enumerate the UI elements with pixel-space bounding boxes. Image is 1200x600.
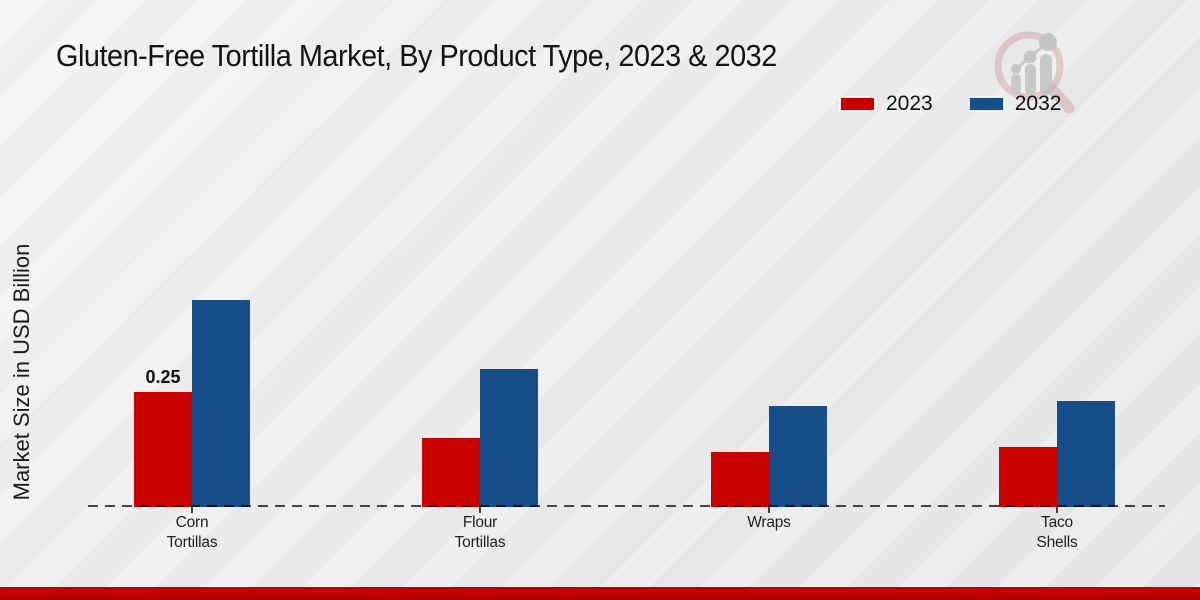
bar-2023-corn-tortillas [134, 392, 192, 507]
bar-2023-taco-shells [999, 447, 1057, 507]
bar-2032-flour-tortillas [480, 369, 538, 507]
legend: 2023 2032 [840, 92, 1061, 116]
x-axis-label-corn-tortillas: Corn Tortillas [166, 514, 218, 551]
footer-accent-bar [0, 587, 1200, 600]
chart-title: Gluten-Free Tortilla Market, By Product … [56, 38, 777, 73]
bar-2023-wraps [711, 452, 769, 507]
x-axis-tick-taco-shells [1056, 507, 1058, 513]
x-axis-tick-corn-tortillas [191, 507, 193, 513]
x-axis-label-wraps: Wraps [747, 514, 791, 531]
bar-2032-corn-tortillas [192, 300, 250, 507]
x-axis-label-flour-tortillas: Flour Tortillas [454, 514, 506, 551]
legend-label-2023: 2023 [886, 92, 933, 115]
legend-item-2023: 2023 [840, 92, 933, 116]
x-axis-baseline [88, 505, 1165, 507]
legend-item-2032: 2032 [968, 92, 1062, 116]
bar-2032-taco-shells [1057, 401, 1115, 507]
legend-swatch-2023-icon [840, 97, 875, 111]
x-axis-label-taco-shells: Taco Shells [1036, 514, 1078, 551]
legend-swatch-2032-icon [968, 97, 1004, 111]
x-axis-tick-flour-tortillas [479, 507, 481, 513]
legend-label-2032: 2032 [1014, 92, 1062, 115]
bar-chart-magnifier-logo-icon [985, 24, 1077, 121]
x-axis-tick-wraps [768, 507, 770, 513]
y-axis-label: Market Size in USD Billion [9, 243, 34, 501]
bar-2032-wraps [769, 406, 827, 507]
data-label-2023-corn-tortillas: 0.25 [145, 367, 181, 387]
bar-2023-flour-tortillas [422, 438, 480, 507]
